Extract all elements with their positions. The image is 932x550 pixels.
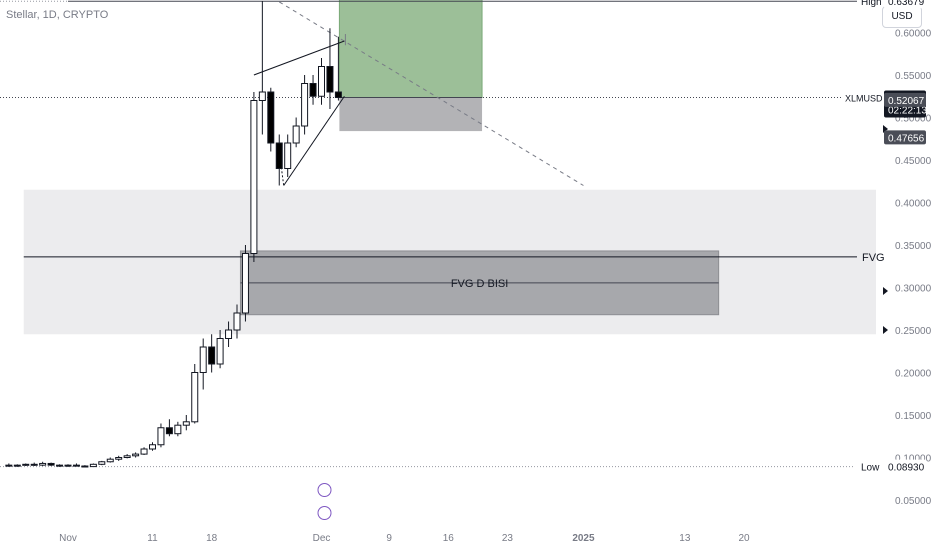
symbol-badge-bg xyxy=(842,90,882,106)
fvg-box-label: FVG D BISI xyxy=(451,278,508,290)
x-tick-label: 11 xyxy=(147,533,158,544)
low-badge-bg xyxy=(884,459,926,474)
y-tick-label: 0.50000 xyxy=(895,114,932,125)
price-badge-label: 0.47656 xyxy=(888,133,925,144)
candle-body xyxy=(140,448,148,455)
candle-body xyxy=(216,338,224,365)
x-tick-label: 23 xyxy=(502,533,514,544)
candle-body xyxy=(334,91,342,99)
candle-body xyxy=(165,427,173,435)
y-tick-label: 0.10000 xyxy=(895,454,932,465)
candle-body xyxy=(13,464,21,467)
candle-body xyxy=(115,457,123,460)
price-badge xyxy=(884,130,926,145)
x-tick-label: 13 xyxy=(679,533,691,544)
candle-body xyxy=(182,421,190,426)
candle-body xyxy=(89,463,97,468)
y-tick-label: 0.60000 xyxy=(895,29,932,40)
scroll-right-icon xyxy=(883,287,888,295)
scroll-right-icon xyxy=(883,125,888,133)
x-tick-label: 18 xyxy=(206,533,218,544)
y-tick-label: 0.40000 xyxy=(895,199,932,210)
wedge-upper-line xyxy=(253,40,345,76)
price-badge xyxy=(884,0,926,9)
y-tick-label: 0.25000 xyxy=(895,326,932,337)
candle-body xyxy=(233,312,241,331)
candle-body xyxy=(309,83,317,97)
low-label: Low xyxy=(861,463,880,474)
candle-body xyxy=(30,463,38,466)
x-tick-label: 9 xyxy=(386,533,392,544)
wedge-lower-line xyxy=(283,95,345,186)
y-tick-label: 0.15000 xyxy=(895,411,932,422)
candle-body xyxy=(81,465,89,468)
candle-body xyxy=(149,444,156,450)
high-label: High xyxy=(861,0,882,8)
candle-body xyxy=(275,142,283,169)
candle-body xyxy=(106,458,114,463)
candle-body xyxy=(98,461,106,465)
target-zone xyxy=(338,0,483,99)
candle-body xyxy=(292,125,300,144)
stop-zone xyxy=(339,97,483,132)
candle-body xyxy=(39,462,47,466)
candle-body xyxy=(22,463,30,466)
candle-body xyxy=(250,100,258,254)
y-tick-label: 0.55000 xyxy=(895,71,932,82)
candle-body xyxy=(326,66,334,93)
candle-body xyxy=(123,455,131,458)
scroll-right-icon xyxy=(883,326,888,334)
x-tick-label: 2025 xyxy=(572,533,595,544)
candle-body xyxy=(64,464,72,467)
y-tick-label: 0.30000 xyxy=(895,284,932,295)
candle-body xyxy=(225,329,233,339)
x-tick-label: Nov xyxy=(59,533,77,544)
price-badge-label: 0.63679 xyxy=(888,0,925,8)
price-badge-label: 0.52067 xyxy=(888,96,925,107)
candle-body xyxy=(241,253,249,314)
candle-body xyxy=(132,453,140,457)
candle-body xyxy=(56,464,64,467)
countdown-label: 02:22:13 xyxy=(888,106,927,117)
y-tick-label: 0.20000 xyxy=(895,369,932,380)
x-tick-label: 20 xyxy=(738,533,750,544)
fvg-right-label: FVG xyxy=(862,252,885,264)
y-tick-label: 0.05000 xyxy=(895,496,932,507)
price-badge xyxy=(884,92,926,107)
candle-body xyxy=(267,91,275,144)
y-tick-label: 0.35000 xyxy=(895,241,932,252)
candle-body xyxy=(301,83,309,127)
candle-body xyxy=(72,464,80,467)
candle-body xyxy=(318,66,325,97)
candle-body xyxy=(157,427,165,446)
x-tick-label: 16 xyxy=(443,533,455,544)
candle-body xyxy=(199,346,207,373)
candle-body xyxy=(191,372,199,423)
symbol-badge-label: XLMUSD xyxy=(845,94,883,104)
symbol-header: Stellar, 1D, CRYPTO xyxy=(6,9,109,21)
low-value-label: 0.08930 xyxy=(888,463,925,474)
candle-body xyxy=(258,91,266,101)
candle-body xyxy=(284,142,292,169)
candle-body xyxy=(47,462,55,466)
x-tick-label: Dec xyxy=(313,533,331,544)
event-icon xyxy=(317,483,332,497)
dividend-icon xyxy=(317,506,332,520)
y-tick-label: 0.45000 xyxy=(895,156,932,167)
candle-body xyxy=(208,346,216,365)
candle-body xyxy=(174,424,182,435)
candle-body xyxy=(5,464,13,467)
